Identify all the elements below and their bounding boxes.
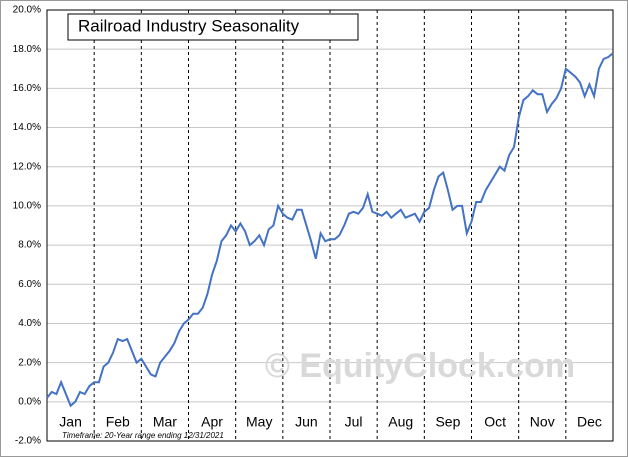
x-tick-label: Jan <box>59 414 82 430</box>
x-tick-label: Jun <box>295 414 318 430</box>
x-tick-label: May <box>246 414 272 430</box>
chart-title: Railroad Industry Seasonality <box>78 16 300 35</box>
y-tick-label: 20.0% <box>13 5 41 16</box>
watermark: © EquityClock.com <box>265 347 575 385</box>
y-tick-label: 12.0% <box>13 161 41 172</box>
x-tick-label: Apr <box>201 414 223 430</box>
y-tick-label: 14.0% <box>13 122 41 133</box>
y-tick-label: 18.0% <box>13 44 41 55</box>
x-tick-label: Feb <box>106 414 130 430</box>
y-tick-label: 4.0% <box>18 318 41 329</box>
x-tick-label: Oct <box>484 414 506 430</box>
y-tick-label: 8.0% <box>18 240 41 251</box>
y-tick-label: 10.0% <box>13 201 41 212</box>
y-tick-label: 2.0% <box>18 357 41 368</box>
footnote: Timeframe: 20-Year range ending 12/31/20… <box>62 431 224 440</box>
y-tick-label: -2.0% <box>15 436 41 447</box>
x-tick-label: Dec <box>577 414 602 430</box>
series-line <box>46 52 614 408</box>
x-tick-label: Jul <box>345 414 363 430</box>
title-box <box>67 13 359 41</box>
plot-border <box>46 9 614 442</box>
x-tick-label: Sep <box>435 414 460 430</box>
y-tick-label: 16.0% <box>13 83 41 94</box>
y-tick-label: 6.0% <box>18 279 41 290</box>
x-tick-label: Mar <box>153 414 177 430</box>
x-tick-label: Nov <box>530 414 555 430</box>
y-tick-label: 0.0% <box>18 396 41 407</box>
x-tick-label: Aug <box>388 414 413 430</box>
